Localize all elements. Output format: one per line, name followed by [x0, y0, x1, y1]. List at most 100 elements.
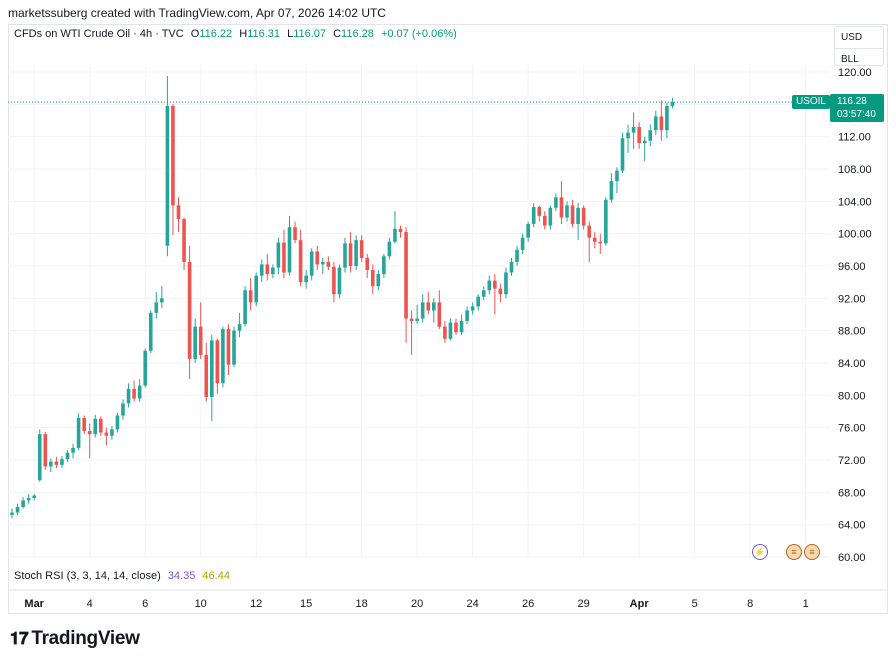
- candle: [509, 257, 514, 276]
- candle-body: [409, 318, 414, 321]
- us-flag-icon[interactable]: ≡: [804, 544, 820, 560]
- candle-body: [359, 240, 364, 258]
- candle-body: [121, 403, 125, 416]
- candle: [565, 201, 569, 222]
- candle-body: [276, 242, 281, 268]
- candle: [221, 326, 225, 388]
- candle: [487, 275, 492, 295]
- candle: [437, 290, 442, 330]
- candle-body: [648, 130, 653, 141]
- candle-body: [587, 225, 591, 238]
- candle-body: [104, 432, 109, 436]
- time-tick-label: 15: [300, 598, 312, 610]
- time-tick-label: 18: [356, 598, 368, 610]
- candle-body: [454, 322, 458, 333]
- candle-body: [537, 206, 542, 216]
- price-tick-label: 64.00: [838, 520, 866, 532]
- candle: [60, 455, 64, 469]
- candle: [204, 342, 209, 402]
- currency-unit-selector[interactable]: USD BLL: [834, 26, 884, 66]
- candle: [543, 211, 547, 230]
- candle-body: [393, 228, 397, 242]
- candle-body: [493, 280, 497, 289]
- candle-body: [182, 219, 186, 262]
- candle-body: [76, 417, 81, 448]
- candle: [160, 286, 164, 309]
- candle: [276, 237, 281, 275]
- candle: [498, 283, 503, 303]
- candle: [465, 306, 469, 325]
- open-label: O: [190, 28, 200, 40]
- tradingview-logo[interactable]: 𝟏𝟕 TradingView: [10, 628, 140, 650]
- candle-body: [132, 388, 136, 399]
- candle: [321, 257, 325, 275]
- candle-body: [470, 306, 475, 311]
- close-value: 116.28: [341, 28, 374, 40]
- candle-body: [215, 340, 220, 384]
- price-tick-label: 104.00: [838, 196, 872, 208]
- candle-body: [304, 275, 308, 283]
- price-tick-label: 88.00: [838, 326, 866, 338]
- candle-body: [515, 249, 519, 262]
- candle: [248, 278, 253, 311]
- candle-body: [237, 324, 242, 331]
- candle: [132, 380, 136, 402]
- candle: [49, 458, 53, 473]
- candle-body: [592, 237, 597, 242]
- candle-body: [520, 237, 525, 250]
- candle: [176, 197, 181, 233]
- price-tick-label: 108.00: [838, 164, 872, 176]
- candle-body: [265, 264, 270, 275]
- candle: [282, 229, 286, 279]
- candle: [293, 221, 297, 244]
- candle-body: [365, 257, 369, 271]
- time-tick-label: 20: [411, 598, 423, 610]
- candle-body: [82, 417, 86, 431]
- candle-body: [404, 232, 408, 319]
- candle-body: [282, 242, 286, 273]
- candle-body: [160, 298, 164, 303]
- us-flag-icon[interactable]: ≡: [786, 544, 802, 560]
- price-tick-label: 76.00: [838, 423, 866, 435]
- candle: [409, 310, 414, 355]
- currency-option[interactable]: USD: [841, 32, 863, 43]
- candle: [137, 379, 142, 402]
- candle-body: [126, 388, 131, 404]
- candle-body: [309, 251, 314, 276]
- price-tick-label: 68.00: [838, 487, 866, 499]
- candle-body: [43, 434, 48, 467]
- candle-body: [326, 261, 331, 267]
- candle: [65, 450, 70, 462]
- candle-body: [210, 340, 214, 397]
- candle: [559, 181, 564, 224]
- unit-option[interactable]: BLL: [835, 48, 883, 70]
- candle-body: [21, 500, 25, 507]
- time-tick-label: 6: [142, 598, 148, 610]
- last-price-value: 116.28: [837, 96, 867, 107]
- candle: [420, 294, 425, 323]
- candle: [121, 399, 125, 420]
- candle-body: [187, 261, 192, 359]
- candle: [76, 413, 81, 451]
- time-tick-label: 1: [803, 598, 809, 610]
- price-tick-label: 72.00: [838, 455, 866, 467]
- lightning-icon[interactable]: ⚡: [752, 544, 768, 560]
- price-tick-label: 112.00: [838, 132, 871, 144]
- candle-body: [615, 170, 619, 182]
- tradingview-logo-mark: 𝟏𝟕: [10, 629, 29, 648]
- last-price-tag: 116.28 03:57:40: [830, 94, 884, 122]
- chart-frame: [8, 24, 888, 614]
- candle-body: [137, 385, 142, 399]
- price-tick-label: 100.00: [838, 229, 872, 241]
- candle-body: [487, 280, 492, 291]
- candle: [115, 413, 120, 433]
- candle: [54, 456, 59, 469]
- candle-body: [171, 105, 175, 206]
- candle: [298, 229, 303, 287]
- candle-body: [626, 132, 630, 139]
- candle-body: [598, 241, 603, 244]
- candle-body: [271, 267, 275, 275]
- candle-body: [548, 207, 553, 226]
- candle: [493, 274, 497, 315]
